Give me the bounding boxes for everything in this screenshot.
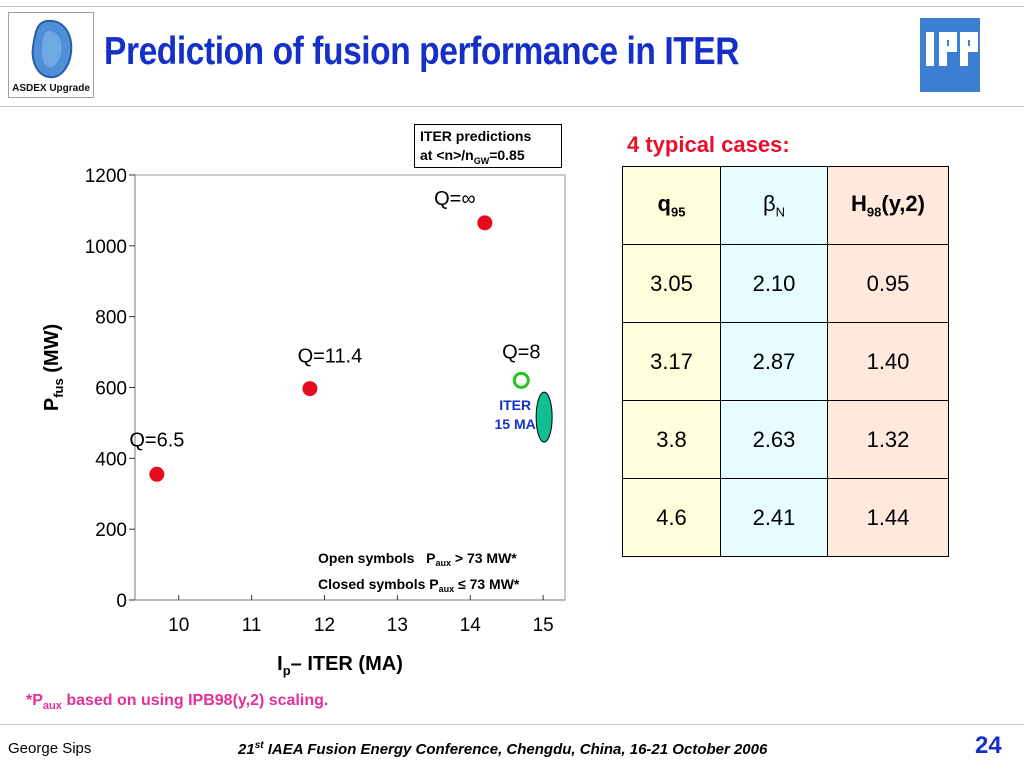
data-point-filled: [477, 215, 493, 231]
asdex-logo: ASDEX Upgrade: [8, 12, 94, 98]
point-label: Q=11.4: [298, 346, 363, 368]
header-q95: q95: [622, 166, 721, 245]
logo-label: ASDEX Upgrade: [12, 83, 90, 94]
y-tick-label: 1200: [85, 166, 127, 187]
y-tick-label: 200: [95, 520, 127, 541]
x-axis-label: Ip– ITER (MA): [277, 653, 403, 678]
pred-line2: at <n>/nGW=0.85: [420, 147, 525, 166]
top-rule: [0, 6, 1024, 7]
iter-marker-label: ITER: [499, 397, 531, 413]
x-tick-label: 12: [314, 615, 335, 636]
pred-line1: ITER predictions: [420, 128, 532, 144]
scaling-note: *Paux based on using IPB98(y,2) scaling.: [26, 692, 329, 713]
table-header-row: q95 βN H98(y,2): [622, 166, 949, 245]
x-tick-label: 14: [460, 615, 482, 636]
cell-h98: 0.95: [827, 244, 949, 323]
page-number: 24: [975, 732, 1002, 759]
page-title: Prediction of fusion performance in ITER: [104, 30, 740, 73]
y-tick-label: 600: [95, 379, 127, 400]
header-h98: H98(y,2): [827, 166, 949, 245]
fusion-power-chart: 0 200 400 600 800 1000 1200 10 11 12 13 14 15 Ip– ITE…: [41, 166, 566, 678]
ipp-logo-icon: [926, 32, 978, 66]
y-tick-label: 800: [95, 308, 127, 329]
data-point-open: [512, 371, 530, 389]
cell-betaN: 2.63: [720, 400, 828, 479]
ipp-logo: [920, 18, 980, 92]
cell-q95: 3.05: [622, 244, 721, 323]
cell-betaN: 2.41: [720, 478, 828, 557]
cell-h98: 1.32: [827, 400, 949, 479]
cell-betaN: 2.10: [720, 244, 828, 323]
cell-q95: 3.8: [622, 400, 721, 479]
cases-heading: 4 typical cases:: [627, 132, 790, 157]
table-row: 4.6 2.41 1.44: [622, 478, 949, 557]
y-tick-label: 0: [116, 591, 127, 612]
iter-marker-label: 15 MA: [495, 416, 536, 432]
x-tick-label: 10: [168, 615, 189, 636]
legend-open-symbols: Open symbols Paux > 73 MW*: [318, 550, 517, 568]
point-label: Q=6.5: [129, 429, 184, 451]
legend-closed-symbols: Closed symbols Paux ≤ 73 MW*: [318, 576, 520, 594]
cell-h98: 1.44: [827, 478, 949, 557]
header-rule: [0, 106, 1024, 107]
x-tick-label: 13: [387, 615, 408, 636]
y-tick-label: 1000: [85, 237, 127, 258]
point-label: Q=8: [502, 341, 540, 363]
table-row: 3.8 2.63 1.32: [622, 400, 949, 479]
x-tick-label: 15: [533, 615, 554, 636]
table-row: 3.17 2.87 1.40: [622, 322, 949, 401]
data-point-filled: [302, 381, 318, 397]
plasma-cross-section-icon: [31, 19, 73, 79]
iter-predictions-box: ITER predictions at <n>/nGW=0.85: [414, 124, 562, 168]
cell-q95: 3.17: [622, 322, 721, 401]
footer-rule: [0, 724, 1024, 725]
x-tick-label: 11: [242, 615, 262, 636]
header-betaN: βN: [720, 166, 828, 245]
point-label: Q=∞: [434, 188, 476, 210]
iter-15ma-marker: [535, 391, 553, 443]
footer-conference: 21st IAEA Fusion Energy Conference, Chen…: [238, 740, 768, 758]
table-row: 3.05 2.10 0.95: [622, 244, 949, 323]
y-tick-label: 400: [95, 449, 127, 470]
cell-q95: 4.6: [622, 478, 721, 557]
cases-table: q95 βN H98(y,2) 3.05 2.10 0.95 3.17 2.87…: [622, 166, 949, 557]
cell-h98: 1.40: [827, 322, 949, 401]
plot-frame: [134, 174, 566, 601]
y-axis-label: Pfus (MW): [41, 324, 66, 411]
footer-author: George Sips: [8, 740, 92, 757]
data-point-filled: [149, 466, 165, 482]
cell-betaN: 2.87: [720, 322, 828, 401]
